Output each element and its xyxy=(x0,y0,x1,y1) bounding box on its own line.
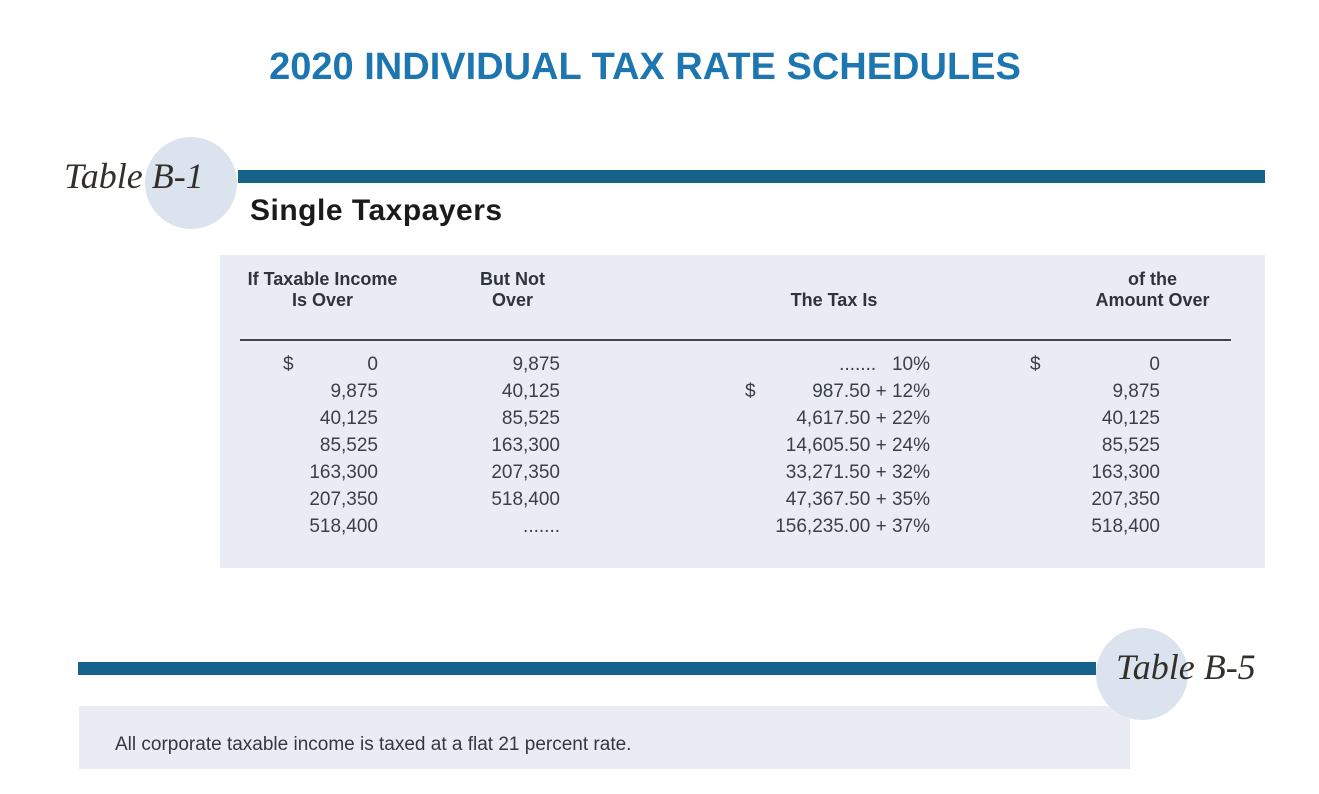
cell-but-not-over: 40,125 xyxy=(501,381,560,402)
cell-amount-over: 40,125 xyxy=(1101,408,1160,429)
table-row: $0 9,875 ....... 10% $0 xyxy=(220,351,1265,378)
cell-over: 518,400 xyxy=(309,516,378,537)
cell-but-not-over: 518,400 xyxy=(491,489,560,510)
cell-over: 163,300 xyxy=(309,462,378,483)
cell-tax: 4,617.50 + 22% xyxy=(796,408,930,429)
cell-over: 85,525 xyxy=(319,435,378,456)
cell-tax: 47,367.50 + 35% xyxy=(785,489,930,510)
divider-bar-bottom xyxy=(78,662,1096,675)
cell-amount-over: 207,350 xyxy=(1091,489,1160,510)
table-row: 163,300 207,350 33,271.50 + 32% 163,300 xyxy=(220,459,1265,486)
table-b5-circle xyxy=(1096,628,1188,720)
cell-but-not-over: 9,875 xyxy=(512,354,560,375)
column-header-income-over: If Taxable Income Is Over xyxy=(247,269,398,310)
dollar-sign: $ xyxy=(745,381,756,402)
cell-but-not-over: 163,300 xyxy=(491,435,560,456)
table-b1-circle xyxy=(145,137,237,229)
cell-over: 207,350 xyxy=(309,489,378,510)
divider-bar-top xyxy=(238,170,1265,183)
cell-but-not-over: 85,525 xyxy=(501,408,560,429)
page-title: 2020 INDIVIDUAL TAX RATE SCHEDULES xyxy=(269,46,1021,88)
cell-over: 9,875 xyxy=(330,381,378,402)
table-row: 40,125 85,525 4,617.50 + 22% 40,125 xyxy=(220,405,1265,432)
column-header-but-not-over: But Not Over xyxy=(480,269,545,310)
table-rows: $0 9,875 ....... 10% $0 9,875 40,125 $98… xyxy=(220,351,1265,540)
table-b1-label: Table B-1 xyxy=(64,156,204,196)
table-b5-label: Table B-5 xyxy=(1116,647,1256,687)
table-row: 9,875 40,125 $987.50 + 12% 9,875 xyxy=(220,378,1265,405)
cell-tax: ....... 10% xyxy=(839,354,930,375)
cell-over: 40,125 xyxy=(319,408,378,429)
cell-amount-over: $0 xyxy=(1030,351,1160,378)
cell-over: $0 xyxy=(283,351,378,378)
column-header-amount-over: of the Amount Over xyxy=(1095,269,1210,310)
cell-but-not-over: 207,350 xyxy=(491,462,560,483)
dollar-sign: $ xyxy=(1030,354,1041,375)
table-row: 85,525 163,300 14,605.50 + 24% 85,525 xyxy=(220,432,1265,459)
cell-amount-over: 518,400 xyxy=(1091,516,1160,537)
tax-table-panel: If Taxable Income Is Over But Not Over T… xyxy=(220,255,1265,568)
cell-amount-over: 9,875 xyxy=(1112,381,1160,402)
cell-tax: $987.50 + 12% xyxy=(745,378,930,405)
cell-tax: 14,605.50 + 24% xyxy=(785,435,930,456)
corporate-note-box: All corporate taxable income is taxed at… xyxy=(79,706,1130,769)
single-taxpayers-heading: Single Taxpayers xyxy=(250,194,503,227)
column-header-the-tax-is: The Tax Is xyxy=(790,290,878,310)
cell-tax: 156,235.00 + 37% xyxy=(775,516,930,537)
cell-but-not-over: ....... xyxy=(523,516,560,537)
cell-amount-over: 85,525 xyxy=(1101,435,1160,456)
cell-tax: 33,271.50 + 32% xyxy=(785,462,930,483)
header-rule xyxy=(240,339,1231,341)
cell-amount-over: 163,300 xyxy=(1091,462,1160,483)
table-row: 518,400 ....... 156,235.00 + 37% 518,400 xyxy=(220,513,1265,540)
corporate-note-text: All corporate taxable income is taxed at… xyxy=(115,734,632,755)
dollar-sign: $ xyxy=(283,354,294,375)
table-row: 207,350 518,400 47,367.50 + 35% 207,350 xyxy=(220,486,1265,513)
